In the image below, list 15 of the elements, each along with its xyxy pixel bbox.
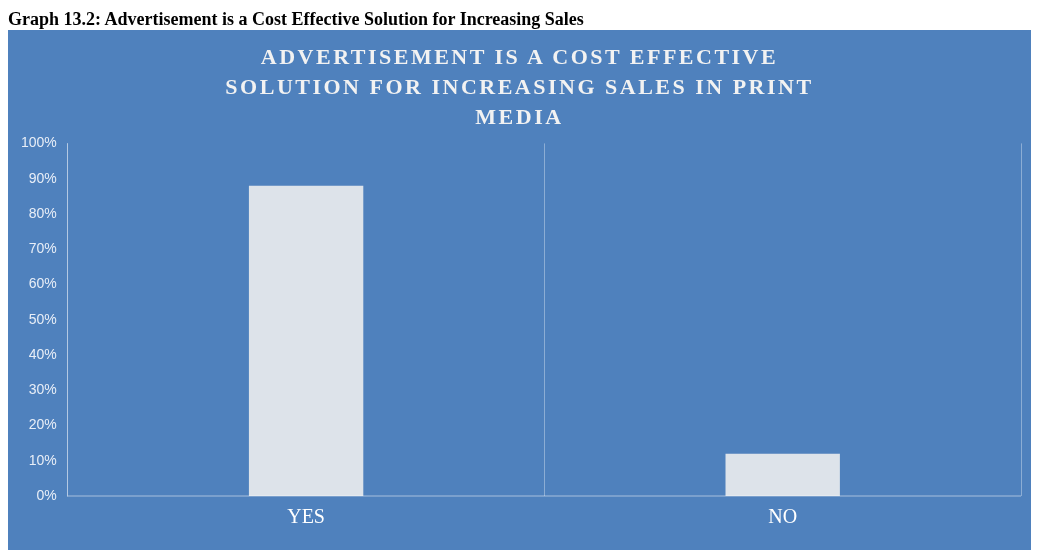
y-tick-label: 90% xyxy=(28,169,57,186)
y-tick-label: 70% xyxy=(28,240,57,257)
x-tick-label: NO xyxy=(768,505,798,528)
y-tick-label: 0% xyxy=(36,486,57,503)
x-tick-label: YES xyxy=(287,505,325,528)
y-tick-label: 10% xyxy=(28,451,57,468)
caption: Graph 13.2: Advertisement is a Cost Effective Solution for Increasing Sales xyxy=(8,8,585,30)
chart-title: ADVERTISEMENT IS A COST EFFECTIVE SOLUTION FOR INCREASING SALES IN PRINT MEDIA xyxy=(224,43,815,131)
y-tick-label: 100% xyxy=(20,134,57,151)
y-tick-label: 40% xyxy=(28,345,57,362)
y-tick-label: 20% xyxy=(28,416,57,433)
y-tick-label: 30% xyxy=(28,381,57,398)
y-tick-label: 80% xyxy=(28,204,57,221)
y-tick-label: 60% xyxy=(28,275,57,292)
y-tick-label: 50% xyxy=(28,310,57,327)
